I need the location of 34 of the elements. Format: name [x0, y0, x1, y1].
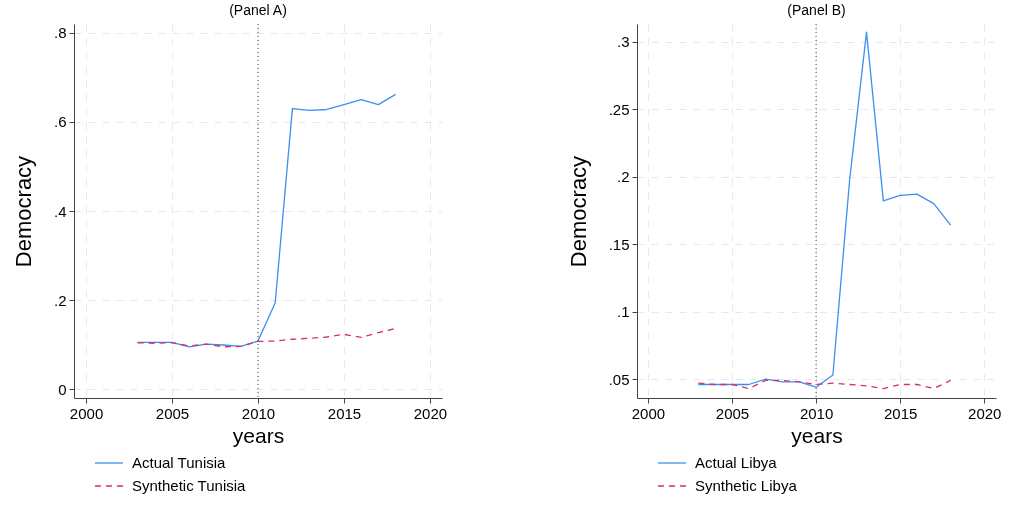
y-tick-label: .25	[608, 100, 630, 118]
y-tick-label: .6	[53, 113, 67, 131]
legend-label: Synthetic Tunisia	[132, 477, 247, 494]
x-tick-label: 2000	[69, 404, 104, 422]
x-tick-label: 2015	[883, 404, 918, 422]
y-axis-title: Democracy	[10, 155, 36, 268]
x-tick-label: 2005	[155, 404, 190, 422]
x-tick-label: 2005	[715, 404, 750, 422]
y-axis-title: Democracy	[565, 155, 591, 268]
line-series	[697, 31, 952, 388]
x-tick-label: 2020	[413, 404, 448, 422]
line-series	[136, 327, 397, 348]
x-axis-title: years	[791, 423, 843, 447]
legend-label: Synthetic Libya	[695, 477, 798, 494]
chart-title: (Panel A)	[229, 2, 287, 19]
y-tick-label: .05	[608, 370, 630, 388]
x-tick-label: 2000	[631, 404, 666, 422]
x-tick-label: 2015	[327, 404, 362, 422]
y-tick-label: .2	[53, 291, 67, 309]
y-tick-label: .8	[53, 24, 67, 42]
y-tick-label: .3	[616, 33, 630, 51]
chart-title: (Panel B)	[787, 2, 846, 19]
y-tick-label: 0	[58, 380, 67, 398]
x-tick-label: 2010	[241, 404, 276, 422]
y-tick-label: .2	[616, 168, 630, 186]
x-tick-label: 2020	[968, 404, 1002, 422]
legend-label: Actual Tunisia	[132, 454, 227, 471]
x-axis-title: years	[232, 423, 285, 447]
x-tick-label: 2010	[799, 404, 834, 422]
line-series	[697, 379, 952, 390]
y-tick-label: .15	[608, 235, 630, 253]
y-tick-label: .1	[616, 303, 630, 321]
legend-label: Actual Libya	[695, 454, 778, 471]
y-tick-label: .4	[53, 202, 67, 220]
